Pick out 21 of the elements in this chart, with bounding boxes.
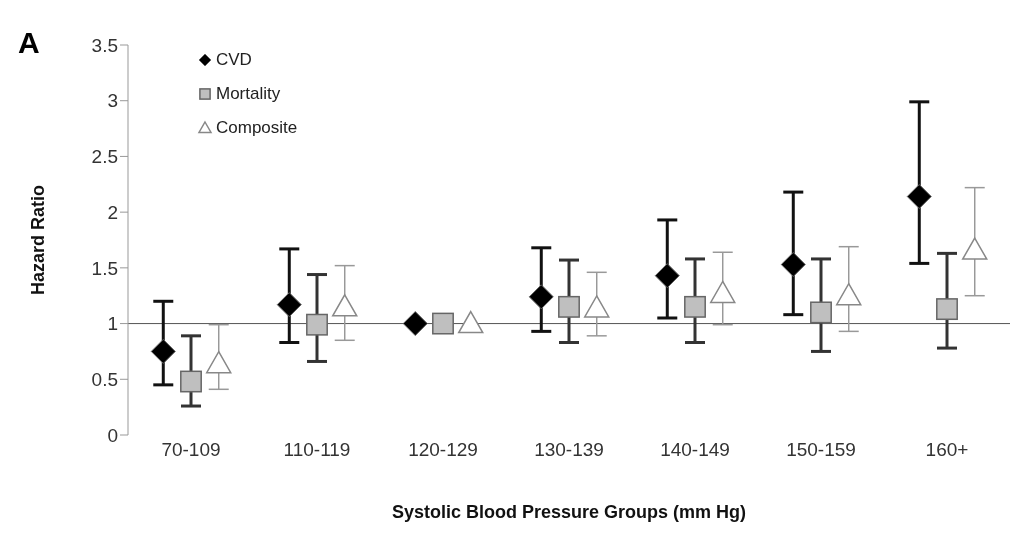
legend-label: CVD bbox=[216, 50, 252, 70]
y-tick-label: 3.5 bbox=[91, 34, 118, 56]
x-tick-label: 120-129 bbox=[408, 439, 478, 461]
x-tick-label: 150-159 bbox=[786, 439, 856, 461]
y-tick-label: 2 bbox=[107, 201, 118, 223]
y-tick-label: 0 bbox=[107, 424, 118, 446]
y-tick-label: 1 bbox=[107, 313, 118, 335]
x-axis-title: Systolic Blood Pressure Groups (mm Hg) bbox=[391, 501, 747, 522]
y-tick-label: 0.5 bbox=[91, 369, 118, 391]
x-tick-label: 70-109 bbox=[161, 439, 221, 461]
x-tick-label: 130-139 bbox=[534, 439, 604, 461]
x-tick-label: 160+ bbox=[925, 439, 969, 461]
y-axis-title: Hazard Ratio bbox=[28, 184, 49, 296]
y-tick-label: 2.5 bbox=[91, 146, 118, 168]
legend-label: Composite bbox=[216, 118, 298, 138]
y-tick-label: 3 bbox=[107, 90, 118, 112]
y-tick-label: 1.5 bbox=[91, 257, 118, 279]
x-tick-label: 110-119 bbox=[283, 439, 351, 461]
chart-title: A bbox=[18, 26, 40, 60]
x-tick-label: 140-149 bbox=[660, 439, 730, 461]
legend-label: Mortality bbox=[216, 84, 281, 104]
